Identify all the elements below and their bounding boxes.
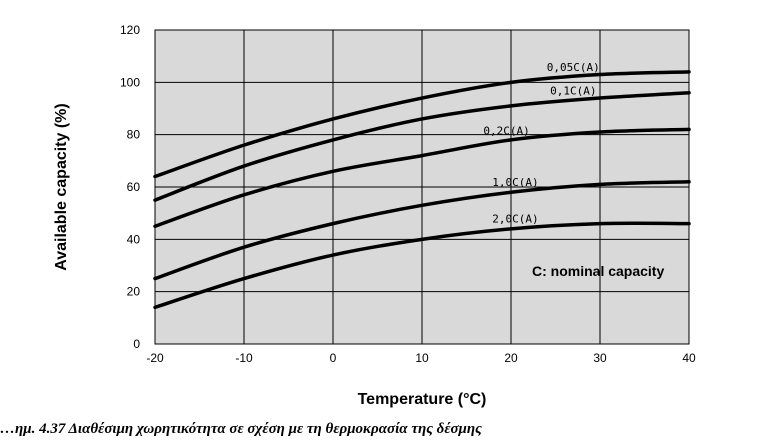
series-lines [153,70,691,310]
x-tick-label: -20 [146,351,164,365]
tick-labels: -20 -10 0 10 20 30 40 0 20 40 60 80 100 120 [120,23,696,365]
y-tick-label: 100 [120,75,140,89]
y-tick-label: 0 [133,337,140,351]
series-line [153,91,691,202]
series-labels: 0,05C(A) 0,1C(A) 0,2C(A) 1,0C(A) 2,0C(A) [483,61,599,226]
series-line [153,127,691,228]
x-tick-label: 20 [504,351,518,365]
y-tick-label: 60 [127,180,141,194]
x-tick-label: 0 [330,351,337,365]
series-label: 1,0C(A) [492,176,538,189]
plot-frame [154,29,690,345]
figure-caption: …ημ. 4.37 Διαθέσιμη χωρητικότητα σε σχέσ… [0,421,482,437]
gridlines [155,30,689,344]
y-tick-label: 20 [127,285,141,299]
nominal-capacity-note: C: nominal capacity [532,263,664,279]
y-axis-title: Available capacity (%) [53,103,70,270]
y-tick-label: 40 [127,232,141,246]
x-tick-label: 30 [593,351,607,365]
series-label: 0,2C(A) [483,125,529,138]
series-line [153,70,691,179]
x-axis-title: Temperature (°C) [358,391,487,408]
series-line [153,180,691,281]
y-tick-label: 80 [127,128,141,142]
series-line [153,221,691,310]
x-tick-label: -10 [235,351,253,365]
series-label: 2,0C(A) [492,213,538,226]
y-tick-label: 120 [120,23,140,37]
series-label: 0,05C(A) [547,61,600,74]
x-tick-label: 40 [682,351,696,365]
series-label: 0,1C(A) [550,84,596,97]
x-tick-label: 10 [415,351,429,365]
